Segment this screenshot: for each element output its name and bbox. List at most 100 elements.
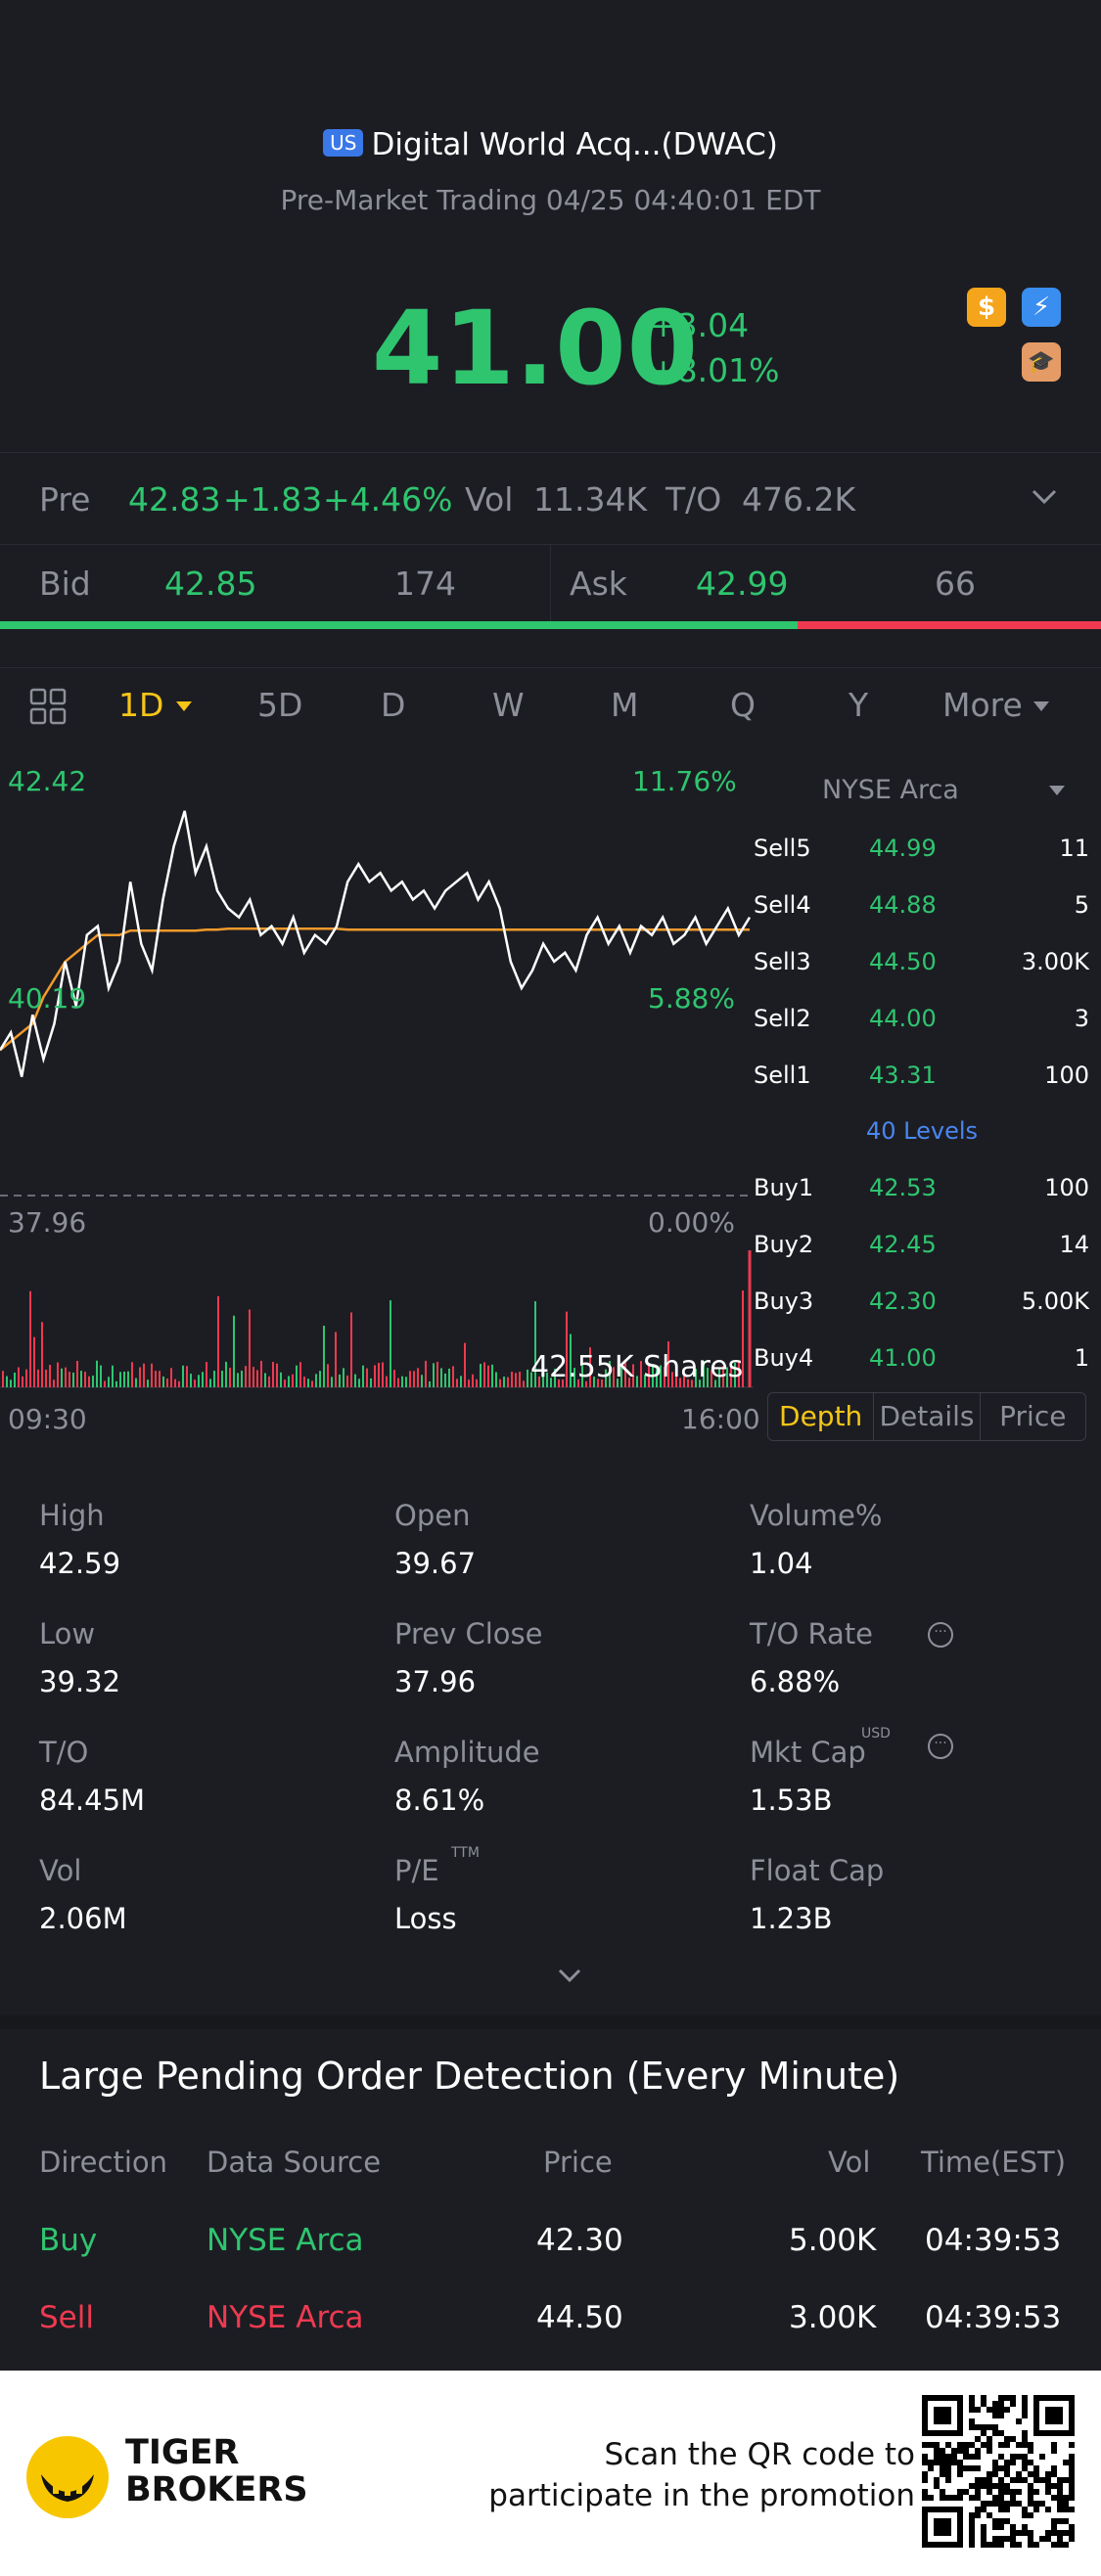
volume-bar — [2, 1371, 4, 1387]
caret-down-icon — [1049, 786, 1065, 795]
chevron-down-icon[interactable] — [1032, 488, 1057, 506]
volume-bar — [605, 1369, 607, 1387]
volume-bar — [96, 1360, 98, 1387]
volume-bar — [413, 1371, 415, 1387]
volume-bar — [256, 1370, 258, 1387]
intraday-chart[interactable] — [0, 753, 754, 1389]
more-info-icon[interactable]: ··· — [928, 1734, 953, 1759]
volume-bar — [307, 1378, 309, 1387]
volpct-label: Volume% — [750, 1499, 883, 1532]
stock-title[interactable]: US Digital World Acq...(DWAC) — [0, 127, 1101, 162]
volume-bar — [213, 1371, 215, 1387]
volume-bar — [554, 1369, 556, 1387]
volume-bar — [656, 1369, 658, 1387]
volume-bar — [288, 1376, 290, 1387]
volume-bar — [468, 1379, 470, 1387]
volume-bar — [664, 1366, 665, 1387]
ask-ratio-bar — [798, 621, 1101, 629]
volume-bar — [366, 1368, 368, 1387]
volume-bar — [80, 1371, 82, 1387]
volume-bar — [550, 1378, 552, 1387]
tab-d[interactable]: D — [381, 686, 406, 724]
volume-bar — [648, 1365, 650, 1387]
volume-bar — [390, 1300, 391, 1387]
period-tabs: 1D 5D D W M Q Y More — [0, 667, 1101, 746]
orderbook-tabs: Depth Details Price — [767, 1392, 1086, 1441]
volume-bar — [393, 1370, 395, 1387]
vol-label: Vol — [465, 480, 514, 519]
volume-bar — [41, 1322, 43, 1387]
tab-more[interactable]: More — [942, 686, 1023, 724]
grid-layout-icon[interactable] — [29, 688, 69, 727]
volume-bar — [448, 1368, 450, 1387]
chart-high: 42.42 — [8, 765, 87, 797]
caret-down-icon — [1033, 701, 1049, 711]
tab-w[interactable]: W — [492, 686, 525, 724]
volume-bar — [472, 1374, 474, 1387]
volume-bar — [331, 1377, 333, 1387]
volume-bar — [233, 1315, 235, 1387]
volume-bar — [264, 1373, 266, 1387]
volume-bar — [178, 1380, 180, 1387]
mktcap-currency: USD — [861, 1726, 891, 1741]
volume-bar — [546, 1372, 548, 1387]
tab-price[interactable]: Price — [999, 1400, 1067, 1432]
tab-m[interactable]: M — [611, 686, 639, 724]
volume-bar — [65, 1367, 67, 1387]
volume-bar — [499, 1378, 501, 1387]
volume-bar — [57, 1362, 59, 1387]
flash-icon[interactable]: ⚡ — [1022, 288, 1061, 327]
volume-bar — [37, 1369, 39, 1387]
tab-1d[interactable]: 1D — [118, 686, 164, 724]
volume-bars — [2, 1289, 744, 1387]
price-change-block: +3.04 +8.01% — [650, 303, 779, 393]
volume-bar — [33, 1336, 35, 1387]
torate-value: 6.88% — [750, 1665, 841, 1698]
premarket-stats[interactable]: Pre 42.83 +1.83 +4.46% Vol 11.34K T/O 47… — [0, 452, 1101, 544]
volume-bar — [636, 1376, 638, 1387]
to-label: T/O — [665, 480, 722, 519]
chart-high-pct: 11.76% — [632, 765, 737, 797]
volume-bar — [139, 1367, 141, 1387]
volume-bar — [343, 1368, 344, 1387]
volume-bar — [519, 1372, 521, 1387]
tab-depth[interactable]: Depth — [768, 1393, 875, 1440]
volume-shares: 42.55K Shares — [530, 1350, 744, 1384]
qr-code-icon[interactable] — [922, 2395, 1075, 2548]
volume-bar — [249, 1309, 251, 1387]
volume-bar — [280, 1372, 282, 1387]
volume-bar — [476, 1378, 478, 1387]
row-time: 04:39:53 — [925, 2300, 1062, 2335]
torate-label: T/O Rate — [750, 1617, 874, 1650]
exchange-selector[interactable]: NYSE Arca — [822, 775, 959, 805]
dollar-icon[interactable]: $ — [967, 288, 1006, 327]
volume-bar — [573, 1368, 575, 1387]
price-change: +3.04 — [650, 306, 750, 344]
tab-y[interactable]: Y — [849, 686, 869, 724]
col-direction: Direction — [39, 2146, 168, 2179]
volume-bar — [29, 1290, 31, 1387]
volume-bar — [687, 1378, 689, 1387]
volume-bar — [495, 1372, 497, 1387]
volume-bar — [296, 1365, 298, 1387]
tab-5d[interactable]: 5D — [257, 686, 303, 724]
education-icon[interactable]: 🎓 — [1022, 342, 1061, 382]
volume-bar — [159, 1371, 161, 1387]
bid-label: Bid — [39, 565, 91, 603]
expand-chevron-icon[interactable] — [558, 1968, 581, 1984]
tab-details[interactable]: Details — [874, 1393, 981, 1440]
tab-q[interactable]: Q — [730, 686, 756, 724]
volume-bar — [542, 1362, 544, 1387]
volume-bar — [534, 1301, 536, 1387]
volume-bar — [88, 1376, 90, 1387]
vol-value: 2.06M — [39, 1902, 127, 1935]
more-info-icon[interactable]: ··· — [928, 1622, 953, 1648]
volume-bar — [577, 1378, 579, 1387]
volume-bar — [143, 1363, 145, 1387]
volume-bar — [409, 1371, 411, 1387]
levels-link[interactable]: 40 Levels — [866, 1117, 979, 1145]
volume-bar — [425, 1360, 427, 1387]
volume-bar — [730, 1362, 732, 1387]
price-line — [0, 810, 752, 1077]
volume-bar — [421, 1375, 423, 1387]
